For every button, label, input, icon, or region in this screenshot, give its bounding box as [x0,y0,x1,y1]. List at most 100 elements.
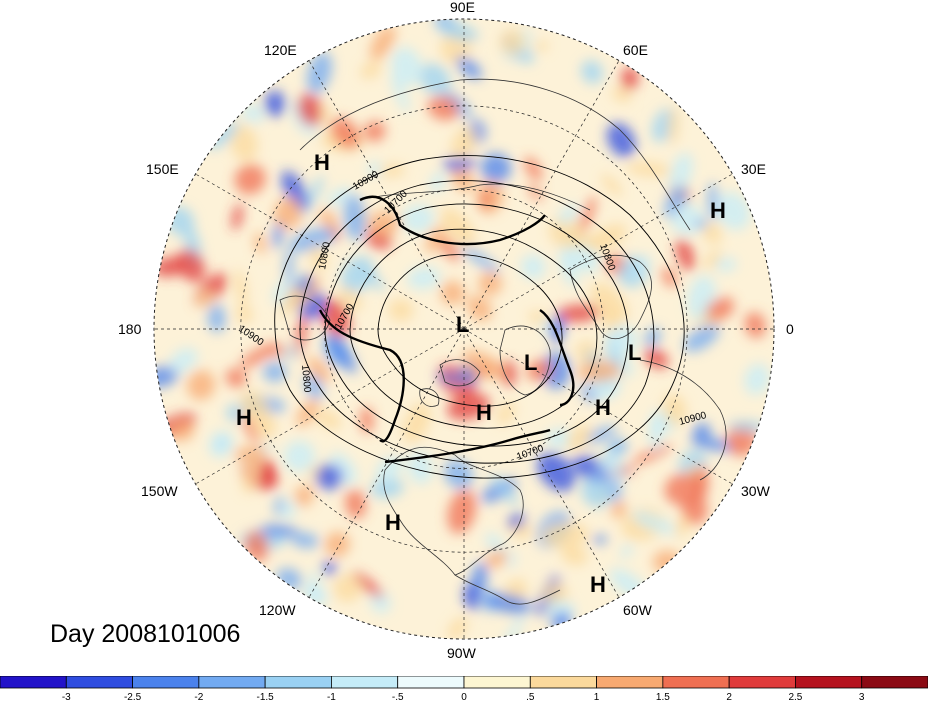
anomaly-patch [259,524,298,537]
anomaly-patch [434,373,479,384]
anomaly-patch [321,298,351,338]
anomaly-patch [572,455,611,485]
anomaly-patch [322,561,337,576]
anomaly-patch [289,227,335,252]
anomaly-patch [402,204,435,233]
anomaly-patch [462,350,505,380]
anomaly-patch [296,274,312,293]
anomaly-patch [527,185,543,201]
lon-label-180: 180 [118,321,142,337]
anomaly-patch [360,61,382,79]
asia-coast [299,78,691,231]
anomaly-patch [419,63,451,96]
anomaly-patch [338,287,363,310]
colorbar-tick-label: 1 [594,692,600,702]
anomaly-patch [402,403,431,444]
jet-america [384,428,551,464]
anomaly-patch [274,197,303,230]
anomaly-patch [707,181,718,221]
anomaly-patch [561,545,588,566]
colorbar-tick-label: 3 [859,692,865,702]
pressure-low: L [628,340,641,365]
anomaly-patch [310,245,327,271]
meridian-line [195,173,465,330]
anomaly-patch [551,313,565,344]
meridian-line [308,60,465,330]
anomaly-patch [566,425,592,451]
colorbar: -3 -2.5 -2 -1.5 -1 -.5 0 .5 1 1.5 2 2.5 3 [0,676,928,702]
anomaly-patch [307,356,331,383]
anomaly-patch [391,73,410,113]
anomaly-patch [541,522,589,548]
anomaly-patch [728,421,767,432]
anomaly-patch [501,615,525,639]
colorbar-swatch [264,676,332,689]
meridian-line [308,328,465,598]
anomaly-patch [461,245,500,273]
anomaly-patch [375,456,403,482]
pressure-high: H [236,405,252,430]
lon-label-150e: 150E [146,161,179,177]
meridian-line [195,328,465,485]
colorbar-tick-label: -1 [327,692,336,702]
contour-4 [349,228,598,429]
anomaly-patch [225,368,247,388]
anomaly-patch [644,348,669,369]
latitude-circle [153,18,775,640]
europe-coast [569,255,652,340]
anomaly-patch [241,414,260,445]
anomaly-patch [440,207,476,247]
anomaly-patch [284,248,294,284]
anomaly-patch [675,516,690,537]
africa-coast [639,359,727,481]
anomaly-patch [632,444,672,465]
contour-label: 10800 [317,241,333,271]
meridian-line [463,328,620,598]
anomaly-patch [601,174,623,196]
anomaly-patch [443,156,476,171]
anomaly-patch [490,474,520,507]
lon-label-0: 0 [786,321,794,337]
colorbar-swatch [65,676,133,689]
anomaly-patch [309,569,319,608]
colorbar-tick-label: 1.5 [656,692,670,702]
anomaly-patch [235,305,253,324]
anomaly-patch [577,195,597,236]
colorbar-swatch [728,676,796,689]
anomaly-patch [605,453,626,485]
anomaly-patch [154,365,180,388]
lon-label-60w: 60W [623,602,653,618]
anomaly-patch [451,165,475,192]
jet-pacific [318,309,405,443]
anomaly-patch [667,106,679,145]
anomaly-patch [506,551,516,568]
anomaly-patch [319,105,330,125]
anomaly-patch [577,360,621,382]
anomaly-patch [520,254,546,280]
anomaly-patch [703,249,722,270]
siberia-coast [359,183,591,211]
anomaly-patch [377,164,406,178]
colorbar-tick-label: -3 [62,692,71,702]
anomaly-patch [451,126,478,160]
anomaly-patch [608,480,622,503]
anomaly-patch [169,348,198,373]
anomaly-patch [478,271,503,296]
lon-label-90w: 90W [447,645,477,661]
anomaly-patch [580,60,603,84]
anomaly-patch [352,571,383,598]
anomaly-patch [446,393,490,421]
pressure-high: H [385,510,401,535]
anomaly-patch [606,122,636,158]
colorbar-swatch [0,676,67,689]
anomaly-patch [443,459,474,489]
anomaly-patch [644,327,661,347]
anomaly-patch [281,345,299,362]
colorbar-tick-label: -.5 [392,692,404,702]
anomaly-patch [290,532,320,549]
anomaly-patch [702,222,723,244]
contour-3 [324,203,629,447]
anomaly-patch [281,170,309,211]
anomaly-patch [611,87,632,103]
anomaly-patch [316,409,342,430]
